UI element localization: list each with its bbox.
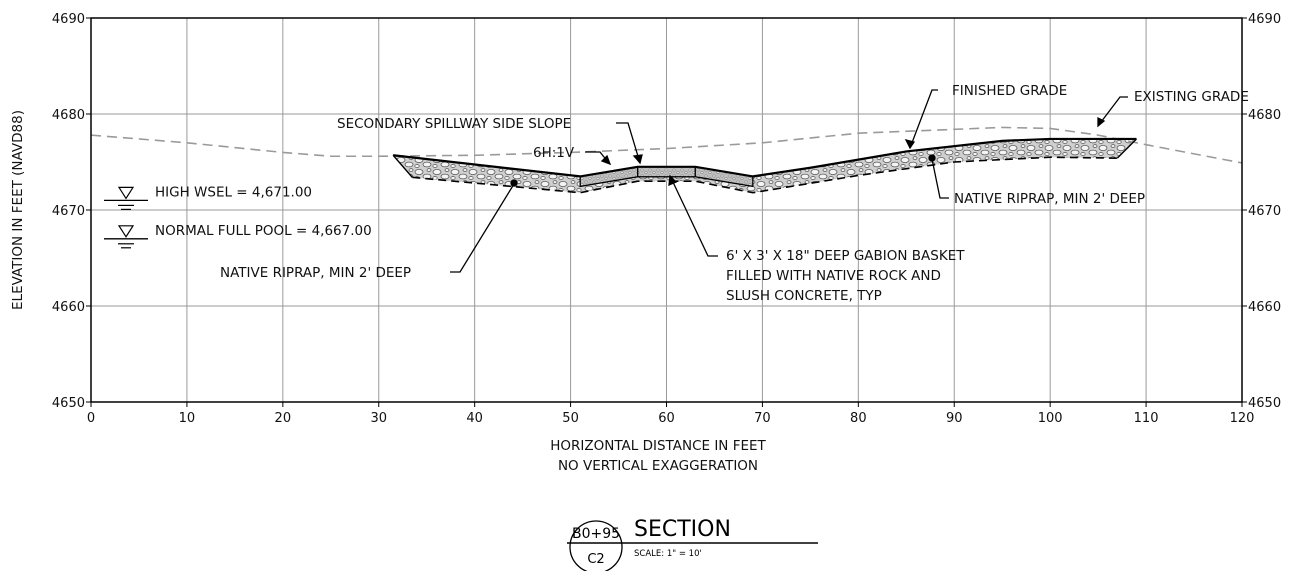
x-tick-label: 70 — [754, 411, 771, 426]
leader-arrow-slope — [600, 154, 612, 166]
x-tick-label: 30 — [370, 411, 387, 426]
y-tick-label: 4650 — [52, 396, 85, 411]
x-axis-note: NO VERTICAL EXAGGERATION — [558, 458, 758, 474]
label-gabion-line3: SLUSH CONCRETE, TYP — [726, 288, 882, 304]
riprap-left-edge — [392, 154, 413, 178]
leader-arrow-gabion — [668, 174, 678, 187]
leader-arrow-existing-grade — [1097, 116, 1106, 128]
riprap-right-edge — [1116, 138, 1137, 159]
x-tick-label: 110 — [1134, 411, 1159, 426]
y-right-tick-label: 4650 — [1248, 396, 1281, 411]
x-tick-label: 20 — [275, 411, 292, 426]
y-tick-label: 4680 — [52, 108, 85, 123]
water-level-label: HIGH WSEL = 4,671.00 — [155, 184, 312, 200]
y-tick-label: 4690 — [52, 12, 85, 27]
series-line-finished-grade — [393, 137, 1137, 178]
label-riprap-right: NATIVE RIPRAP, MIN 2' DEEP — [954, 191, 1145, 207]
y-right-tick-label: 4670 — [1248, 204, 1281, 219]
x-tick-label: 40 — [466, 411, 483, 426]
y-tick-label: 4660 — [52, 300, 85, 315]
section-title: SECTION — [634, 517, 731, 542]
section-scale: SCALE: 1" = 10' — [634, 549, 702, 559]
label-finished-grade: FINISHED GRADE — [952, 83, 1067, 99]
water-level-triangle — [117, 225, 135, 238]
leader-gabion — [671, 179, 718, 257]
leader-arrow-spillway — [632, 154, 643, 165]
x-tick-label: 10 — [179, 411, 196, 426]
x-tick-label: 0 — [87, 411, 95, 426]
water-levels: HIGH WSEL = 4,671.00 NORMAL FULL POOL = 4… — [104, 184, 372, 249]
label-slope-ratio: 6H:1V — [533, 145, 575, 161]
water-level-label: NORMAL FULL POOL = 4,667.00 — [155, 223, 372, 239]
x-tick-label: 120 — [1230, 411, 1255, 426]
x-tick-label: 50 — [562, 411, 579, 426]
label-gabion-line1: 6' X 3' X 18" DEEP GABION BASKET — [726, 248, 965, 264]
label-spillway-side-slope: SECONDARY SPILLWAY SIDE SLOPE — [337, 116, 571, 132]
y-tick-label: 4670 — [52, 204, 85, 219]
grid-lines — [90, 17, 1243, 403]
y-right-tick-labels: 4650 4660 4670 4680 4690 — [1242, 12, 1281, 411]
y-axis-title: ELEVATION IN FEET (NAVD88) — [10, 110, 26, 310]
leader-dot-riprap-left — [510, 179, 518, 187]
riprap-fill — [393, 138, 1137, 193]
x-tick-labels: 0 10 20 30 40 50 60 70 80 90 100 110 120 — [87, 402, 1255, 426]
leader-spillway — [616, 122, 641, 164]
water-level-triangle — [117, 186, 135, 200]
series-line-existing-grade — [90, 126, 1243, 164]
section-title-block: B0+95 C2 SECTION SCALE: 1" = 10' — [567, 517, 818, 574]
y-right-tick-label: 4690 — [1248, 12, 1281, 27]
section-station: B0+95 — [572, 526, 620, 542]
riprap-region — [393, 138, 1137, 193]
x-tick-label: 60 — [658, 411, 675, 426]
leader-lines — [450, 89, 1128, 273]
x-axis-title: HORIZONTAL DISTANCE IN FEET — [550, 438, 766, 454]
x-tick-label: 100 — [1038, 411, 1063, 426]
leader-riprap-right — [931, 158, 949, 199]
y-right-tick-label: 4680 — [1248, 108, 1281, 123]
gabion-basket — [637, 166, 696, 178]
leader-arrow-finished-grade — [904, 139, 916, 150]
leader-finished-grade — [909, 89, 938, 149]
x-tick-label: 90 — [946, 411, 963, 426]
series-line-riprap-bottom — [412, 156, 1118, 194]
label-gabion-line2: FILLED WITH NATIVE ROCK AND — [726, 268, 941, 284]
x-tick-label: 80 — [850, 411, 867, 426]
leader-dot-riprap-right — [928, 154, 936, 162]
leader-existing-grade — [1097, 96, 1128, 127]
section-sheet: C2 — [587, 552, 604, 567]
label-riprap-left: NATIVE RIPRAP, MIN 2' DEEP — [220, 265, 411, 281]
series-lines — [90, 126, 1243, 194]
y-right-tick-label: 4660 — [1248, 300, 1281, 315]
y-tick-labels: 4650 4660 4670 4680 4690 — [52, 12, 91, 411]
label-existing-grade: EXISTING GRADE — [1134, 89, 1249, 105]
leader-riprap-left — [450, 183, 515, 273]
